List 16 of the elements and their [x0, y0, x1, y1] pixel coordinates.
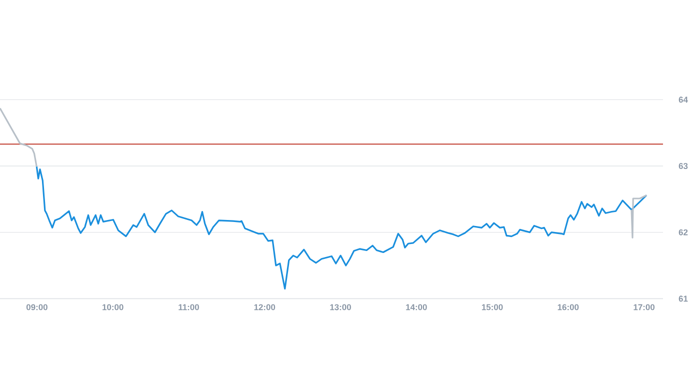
- y-tick-label: 61: [678, 296, 688, 302]
- x-tick-label: 17:00: [634, 304, 655, 310]
- x-tick-label: 15:00: [482, 304, 503, 310]
- y-tick-label: 62: [678, 229, 688, 236]
- x-tick-label: 13:00: [330, 304, 351, 310]
- line-series: [36, 166, 648, 290]
- x-tick-label: 12:00: [254, 304, 276, 310]
- x-tick-label: 11:00: [178, 304, 199, 310]
- line-series: [0, 107, 38, 168]
- y-tick-label: 64: [678, 96, 688, 103]
- x-tick-label: 10:00: [102, 304, 124, 310]
- y-tick-label: 63: [678, 163, 688, 169]
- x-tick-label: 16:00: [558, 304, 579, 310]
- x-tick-label: 09:00: [26, 304, 48, 310]
- x-tick-label: 14:00: [406, 304, 427, 310]
- line-series: [630, 194, 648, 238]
